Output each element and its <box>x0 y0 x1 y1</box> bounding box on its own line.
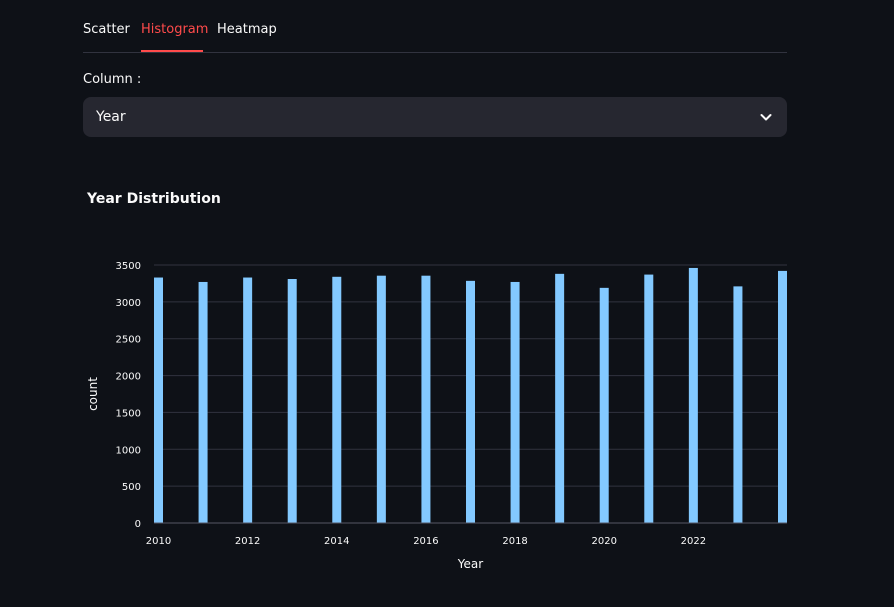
histogram-bar <box>555 273 565 523</box>
histogram-chart: Year Distribution 0 500 1000 1500 2000 2500 30… <box>83 175 794 585</box>
y-tick-label: 2000 <box>116 372 141 383</box>
x-axis-label: Year <box>457 557 483 571</box>
y-tick-label: 1500 <box>116 408 141 419</box>
histogram-bar <box>287 279 297 523</box>
y-tick-label: 500 <box>122 482 141 493</box>
histogram-bar <box>154 277 163 523</box>
y-tick-label: 1000 <box>116 445 141 456</box>
histogram-bar <box>198 281 208 523</box>
x-tick-label: 2018 <box>502 536 527 547</box>
x-tick-label: 2016 <box>413 536 438 547</box>
histogram-bar <box>510 281 520 523</box>
y-tick-label: 3500 <box>116 261 141 272</box>
x-tick-label: 2014 <box>324 536 349 547</box>
histogram-bar <box>376 275 386 523</box>
histogram-bar <box>688 267 698 523</box>
x-tick-label: 2022 <box>681 536 706 547</box>
histogram-bar <box>243 277 253 523</box>
tab-bar: Scatter Histogram Heatmap <box>83 14 787 53</box>
y-tick-label: 3000 <box>116 298 141 309</box>
y-axis-label: count <box>86 377 100 411</box>
chart-svg: Year Distribution 0 500 1000 1500 2000 2500 30… <box>86 191 787 571</box>
histogram-bar <box>599 287 609 523</box>
bar-series <box>154 267 787 523</box>
histogram-bar <box>332 276 342 523</box>
x-tick-label: 2010 <box>146 536 171 547</box>
tab-scatter[interactable]: Scatter <box>83 22 130 37</box>
tab-heatmap[interactable]: Heatmap <box>217 22 277 37</box>
column-select-label: Column : <box>83 72 142 87</box>
y-tick-label: 0 <box>135 519 141 530</box>
x-tick-label: 2020 <box>591 536 616 547</box>
histogram-bar <box>733 286 743 523</box>
x-axis-ticks: 2010 2012 2014 2016 2018 2020 2022 <box>146 536 706 547</box>
histogram-bar <box>466 280 475 523</box>
y-tick-label: 2500 <box>116 335 141 346</box>
x-tick-label: 2012 <box>235 536 260 547</box>
histogram-bar <box>644 274 654 523</box>
column-select-value: Year <box>96 109 126 125</box>
column-select[interactable]: Year <box>83 97 787 137</box>
y-axis-ticks: 0 500 1000 1500 2000 2500 3000 3500 <box>116 261 141 530</box>
chevron-down-icon <box>760 114 772 121</box>
chart-title: Year Distribution <box>86 191 221 207</box>
tab-histogram[interactable]: Histogram <box>141 22 208 52</box>
histogram-bar <box>421 275 431 523</box>
histogram-bar <box>778 270 787 523</box>
